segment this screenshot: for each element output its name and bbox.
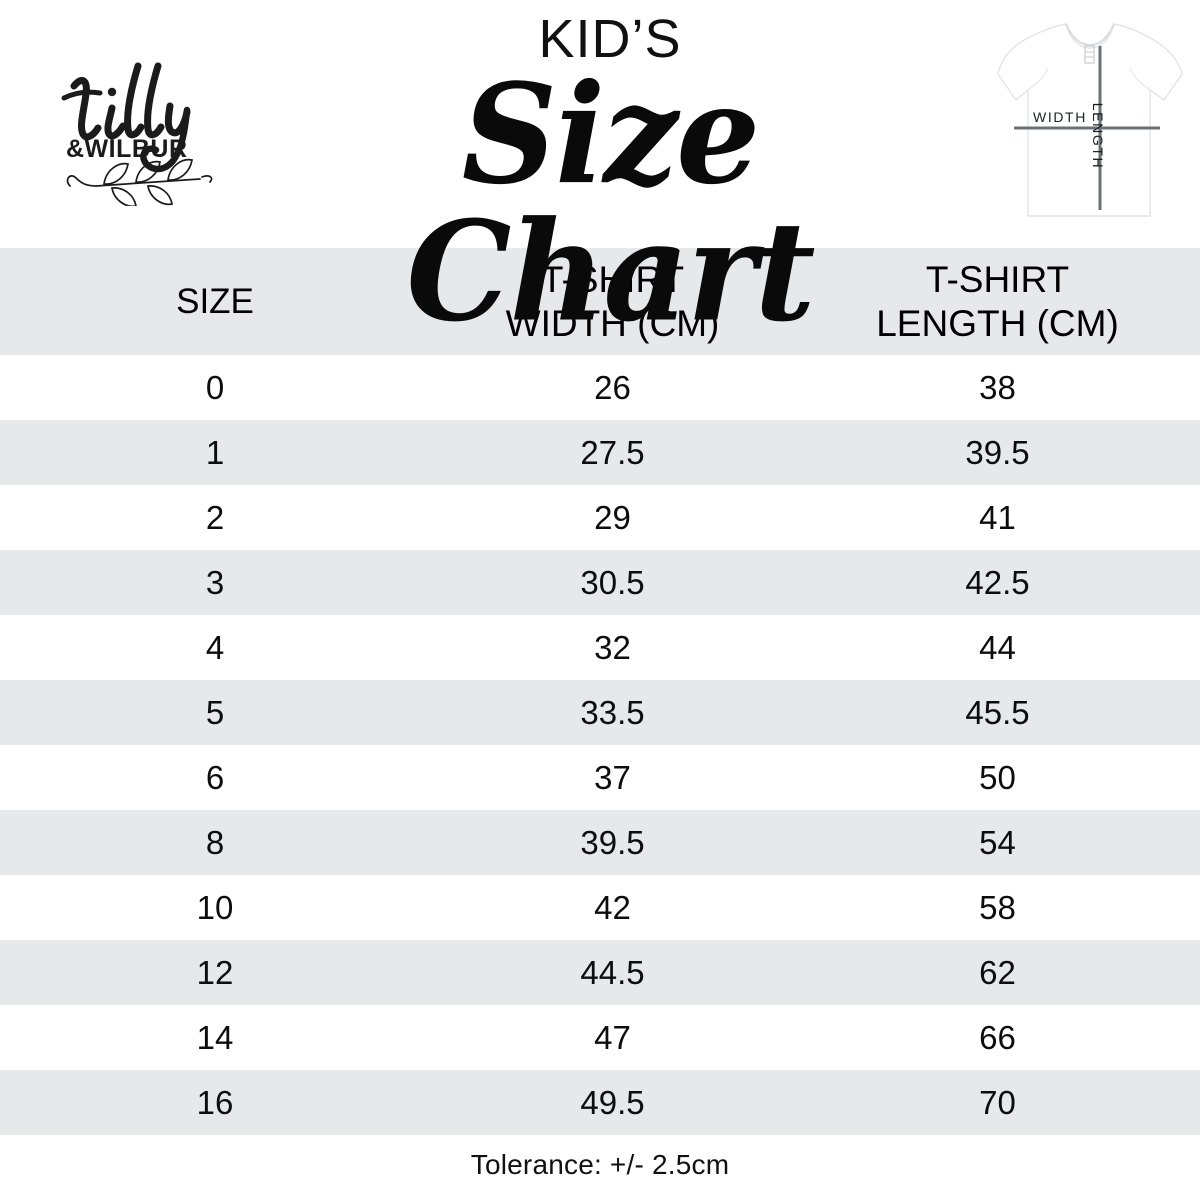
title-block: KID’S Size Chart <box>240 0 980 341</box>
table-header-row: SIZE T-SHIRT WIDTH (CM) T-SHIRT LENGTH (… <box>0 248 1200 355</box>
neck-label-icon <box>1084 45 1095 64</box>
cell-length: 42.5 <box>795 550 1200 615</box>
column-header-width: T-SHIRT WIDTH (CM) <box>430 248 795 355</box>
cell-length: 41 <box>795 485 1200 550</box>
table-row: 14 47 66 <box>0 1005 1200 1070</box>
table-row: 8 39.5 54 <box>0 810 1200 875</box>
logo-artwork: &WILBUR <box>61 62 213 206</box>
cell-width: 44.5 <box>430 940 795 1005</box>
column-header-size-line1: SIZE <box>176 281 254 321</box>
page-subtitle: KID’S <box>538 9 682 69</box>
page-title: Size Chart <box>406 54 815 353</box>
cell-length: 66 <box>795 1005 1200 1070</box>
page-header: &WILBUR KID’S Size Chart <box>0 0 1200 341</box>
cell-size: 14 <box>0 1005 430 1070</box>
cell-size: 0 <box>0 355 430 420</box>
table-row: 3 30.5 42.5 <box>0 550 1200 615</box>
tshirt-shape <box>997 23 1183 217</box>
tshirt-diagram: WIDTH LENGTH <box>992 8 1192 238</box>
logo-subtitle-text: &WILBUR <box>66 135 188 163</box>
cell-length: 62 <box>795 940 1200 1005</box>
cell-length: 50 <box>795 745 1200 810</box>
cell-size: 5 <box>0 680 430 745</box>
cell-length: 58 <box>795 875 1200 940</box>
length-label: LENGTH <box>1090 103 1106 169</box>
cell-width: 32 <box>430 615 795 680</box>
column-header-width-line1: T-SHIRT <box>540 258 685 300</box>
cell-size: 16 <box>0 1070 430 1135</box>
column-header-length: T-SHIRT LENGTH (CM) <box>795 248 1200 355</box>
cell-length: 44 <box>795 615 1200 680</box>
tolerance-note: Tolerance: +/- 2.5cm <box>470 1149 730 1180</box>
cell-width: 47 <box>430 1005 795 1070</box>
column-header-width-line2: WIDTH (CM) <box>505 302 720 344</box>
cell-width: 30.5 <box>430 550 795 615</box>
cell-size: 4 <box>0 615 430 680</box>
cell-width: 26 <box>430 355 795 420</box>
cell-width: 49.5 <box>430 1070 795 1135</box>
table-row: 16 49.5 70 <box>0 1070 1200 1135</box>
cell-length: 70 <box>795 1070 1200 1135</box>
cell-width: 27.5 <box>430 420 795 485</box>
table-row: 1 27.5 39.5 <box>0 420 1200 485</box>
cell-size: 6 <box>0 745 430 810</box>
table-row: 4 32 44 <box>0 615 1200 680</box>
cell-size: 8 <box>0 810 430 875</box>
cell-size: 10 <box>0 875 430 940</box>
cell-size: 2 <box>0 485 430 550</box>
table-body: 0 26 38 1 27.5 39.5 2 29 41 3 30.5 42.5 4 32 44 5 33.5 45… <box>0 355 1200 1135</box>
cell-length: 54 <box>795 810 1200 875</box>
cell-size: 1 <box>0 420 430 485</box>
cell-width: 39.5 <box>430 810 795 875</box>
column-header-size: SIZE <box>0 248 430 355</box>
cell-width: 37 <box>430 745 795 810</box>
tshirt-collar <box>1064 23 1116 47</box>
table-header: SIZE T-SHIRT WIDTH (CM) T-SHIRT LENGTH (… <box>0 248 1200 355</box>
tshirt-artwork: WIDTH LENGTH <box>997 23 1183 217</box>
cell-length: 45.5 <box>795 680 1200 745</box>
table-row: 6 37 50 <box>0 745 1200 810</box>
table-row: 10 42 58 <box>0 875 1200 940</box>
table-row: 5 33.5 45.5 <box>0 680 1200 745</box>
brand-logo: &WILBUR <box>52 46 232 206</box>
size-chart-table: SIZE T-SHIRT WIDTH (CM) T-SHIRT LENGTH (… <box>0 248 1200 1135</box>
width-label: WIDTH <box>1033 109 1087 125</box>
cell-size: 12 <box>0 940 430 1005</box>
column-header-length-line2: LENGTH (CM) <box>876 302 1119 344</box>
table-row: 12 44.5 62 <box>0 940 1200 1005</box>
cell-width: 33.5 <box>430 680 795 745</box>
cell-width: 42 <box>430 875 795 940</box>
column-header-length-line1: T-SHIRT <box>925 258 1070 300</box>
cell-length: 38 <box>795 355 1200 420</box>
table-row: 0 26 38 <box>0 355 1200 420</box>
cell-size: 3 <box>0 550 430 615</box>
table-row: 2 29 41 <box>0 485 1200 550</box>
cell-width: 29 <box>430 485 795 550</box>
cell-length: 39.5 <box>795 420 1200 485</box>
